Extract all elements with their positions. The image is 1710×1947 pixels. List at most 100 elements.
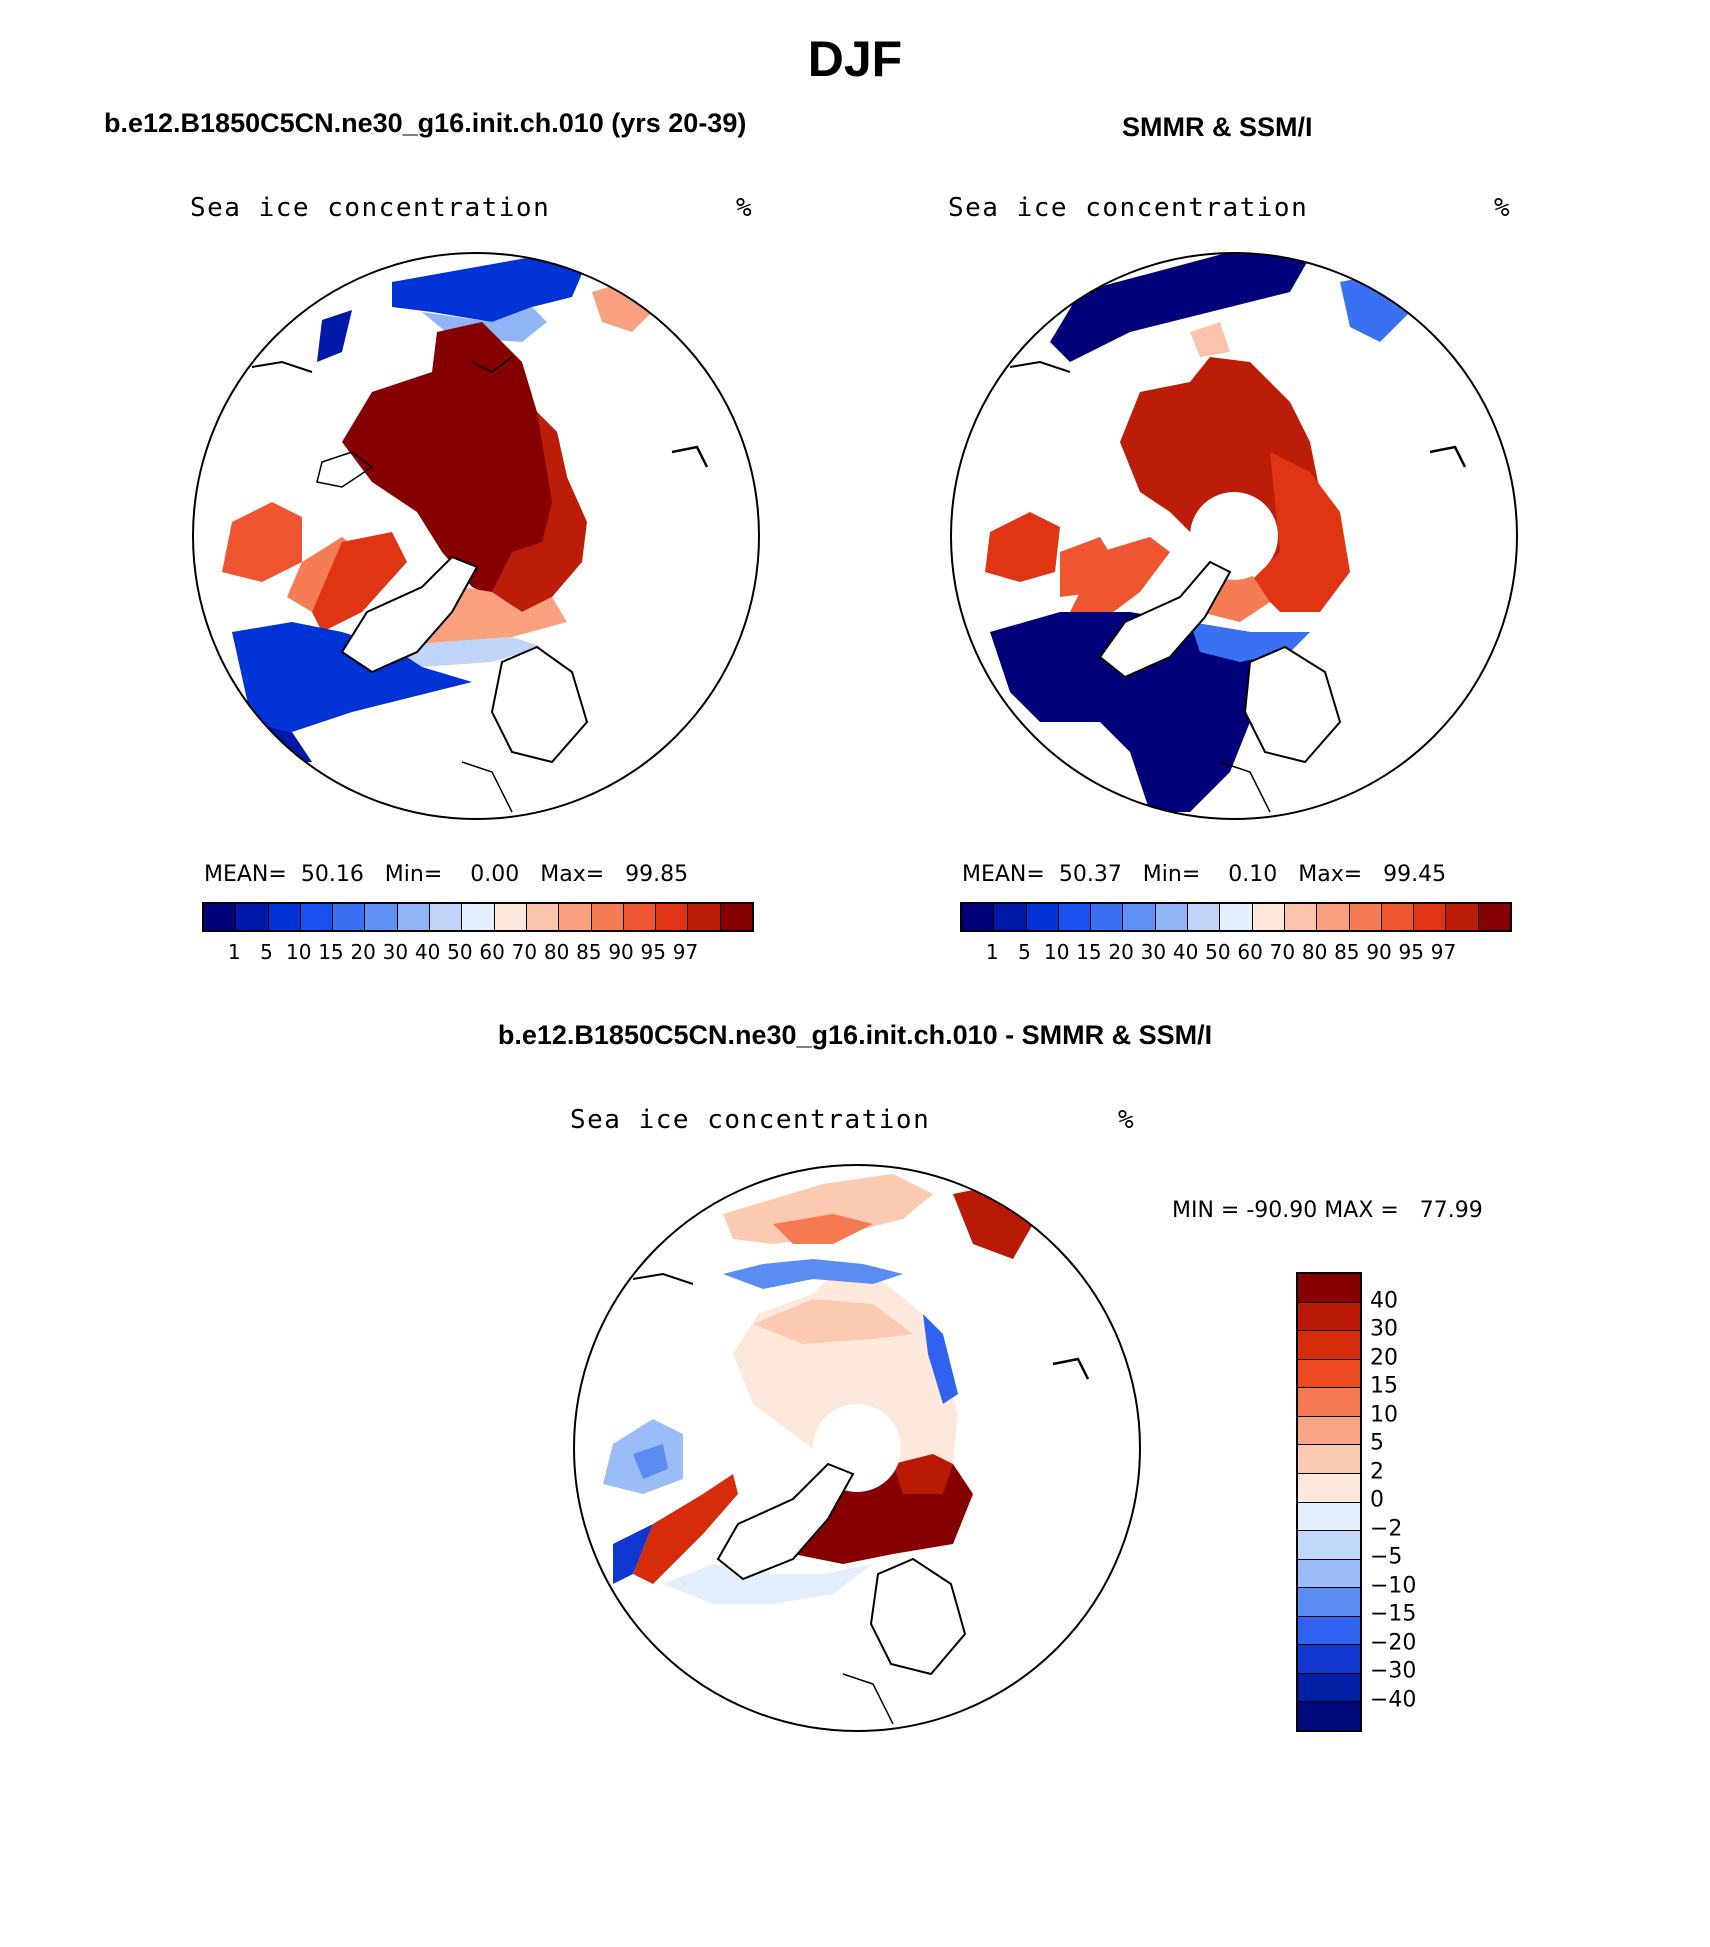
colorbar-swatch [1091, 904, 1124, 930]
max-label: Max= [540, 862, 605, 887]
colorbar-tick-label: 97 [672, 940, 699, 964]
colorbar-swatch [365, 904, 398, 930]
colorbar-swatch [1298, 1473, 1360, 1503]
colorbar-swatch [236, 904, 269, 930]
colorbar-tick-label: 50 [1205, 940, 1231, 964]
colorbar-swatch [1058, 904, 1092, 930]
colorbar-swatch [1298, 1502, 1360, 1532]
model-panel-title: b.e12.B1850C5CN.ne30_g16.init.ch.010 (yr… [104, 108, 747, 138]
colorbar-tick-label: 80 [1301, 940, 1328, 964]
colorbar-tick-label: 30 [382, 940, 409, 964]
colorbar-swatch [1298, 1588, 1360, 1617]
colorbar-tick-label: 1 [227, 940, 241, 964]
colorbar-tick-label: −20 [1370, 1630, 1417, 1655]
obs-units-label: % [1494, 193, 1512, 223]
colorbar-swatch [994, 904, 1027, 930]
colorbar-swatch [204, 904, 237, 930]
colorbar-tick-label: 85 [576, 940, 602, 964]
colorbar-tick-label: 90 [1366, 940, 1392, 964]
colorbar-swatch [1298, 1331, 1360, 1360]
colorbar-tick-label: −40 [1370, 1687, 1417, 1712]
colorbar-swatch [1298, 1416, 1360, 1446]
obs-colorbar [960, 902, 1512, 932]
colorbar-tick-label: 40 [1370, 1288, 1398, 1313]
max-label: Max= [1298, 862, 1363, 887]
colorbar-tick-label: 15 [1076, 940, 1102, 964]
colorbar-swatch [1188, 904, 1221, 930]
colorbar-tick-label: 10 [1043, 940, 1070, 964]
colorbar-tick-label: −10 [1370, 1573, 1417, 1598]
diff-colorbar [1296, 1272, 1362, 1732]
figure-title: DJF [807, 31, 903, 87]
obs-stats: MEAN= 50.37 Min= 0.10 Max= 99.45 [962, 862, 1446, 887]
colorbar-tick-label: 95 [640, 940, 667, 964]
max-value: 99.45 [1383, 862, 1447, 887]
colorbar-swatch [1026, 904, 1059, 930]
colorbar-swatch [333, 904, 366, 930]
colorbar-tick-label: 95 [1398, 940, 1425, 964]
colorbar-tick-label: 30 [1140, 940, 1167, 964]
colorbar-swatch [1220, 904, 1253, 930]
colorbar-swatch [526, 904, 560, 930]
colorbar-tick-label: 85 [1334, 940, 1360, 964]
colorbar-swatch [1252, 904, 1285, 930]
colorbar-swatch [1414, 904, 1447, 930]
min-label: Min= [384, 862, 443, 887]
colorbar-swatch [1298, 1559, 1360, 1589]
colorbar-tick-label: 90 [608, 940, 634, 964]
colorbar-tick-label: −15 [1370, 1601, 1417, 1627]
model-colorbar [202, 902, 754, 932]
obs-map [950, 252, 1518, 820]
colorbar-swatch [1381, 904, 1415, 930]
colorbar-tick-label: 5 [260, 940, 273, 964]
colorbar-swatch [688, 904, 721, 930]
obs-colorbar-ticks: 1 5 10 15 20 30 40 50 60 70 80 85 90 95 97 [960, 940, 1512, 964]
colorbar-swatch [1155, 904, 1189, 930]
colorbar-swatch [1298, 1302, 1360, 1332]
diff-map [573, 1164, 1141, 1732]
colorbar-tick-label: 60 [1237, 940, 1263, 964]
colorbar-tick-label: 50 [447, 940, 473, 964]
colorbar-swatch [1478, 904, 1511, 930]
colorbar-swatch [1298, 1274, 1360, 1303]
colorbar-tick-label: 5 [1370, 1430, 1384, 1456]
model-colorbar-ticks: 1 5 10 15 20 30 40 50 60 70 80 85 90 95 97 [202, 940, 754, 964]
colorbar-tick-label: 30 [1370, 1316, 1398, 1342]
colorbar-tick-label: 70 [511, 940, 538, 964]
colorbar-tick-label: 2 [1370, 1459, 1384, 1484]
colorbar-tick-label: 20 [1370, 1345, 1398, 1370]
min-value: -90.90 [1246, 1198, 1318, 1223]
colorbar-swatch [462, 904, 495, 930]
colorbar-tick-label: 10 [285, 940, 312, 964]
mean-value: 50.16 [300, 862, 364, 887]
colorbar-swatch [268, 904, 301, 930]
colorbar-tick-label: 40 [1172, 940, 1199, 964]
diff-units-label: % [1118, 1105, 1136, 1135]
model-units-label: % [736, 193, 754, 223]
colorbar-swatch [1298, 1673, 1360, 1703]
colorbar-swatch [1298, 1702, 1360, 1730]
colorbar-tick-label: 5 [1018, 940, 1031, 964]
diff-panel-title: b.e12.B1850C5CN.ne30_g16.init.ch.010 - S… [497, 1020, 1213, 1050]
colorbar-swatch [430, 904, 463, 930]
colorbar-tick-label: 1 [985, 940, 999, 964]
min-label: MIN = [1172, 1198, 1240, 1223]
colorbar-swatch [962, 904, 995, 930]
colorbar-tick-label: 60 [479, 940, 505, 964]
colorbar-tick-label: 20 [350, 940, 376, 964]
colorbar-swatch [494, 904, 527, 930]
colorbar-swatch [656, 904, 689, 930]
model-stats: MEAN= 50.16 Min= 0.00 Max= 99.85 [204, 862, 688, 887]
max-value: 99.85 [625, 862, 689, 887]
colorbar-swatch [1298, 1616, 1360, 1646]
colorbar-tick-label: 40 [414, 940, 441, 964]
max-label: MAX = [1324, 1198, 1399, 1223]
mean-label: MEAN= [204, 862, 287, 887]
colorbar-swatch [1298, 1388, 1360, 1417]
colorbar-tick-label: −2 [1370, 1516, 1403, 1541]
colorbar-swatch [1284, 904, 1318, 930]
colorbar-tick-label: −30 [1370, 1658, 1417, 1684]
colorbar-swatch [1298, 1359, 1360, 1389]
colorbar-swatch [720, 904, 753, 930]
min-label: Min= [1142, 862, 1201, 887]
